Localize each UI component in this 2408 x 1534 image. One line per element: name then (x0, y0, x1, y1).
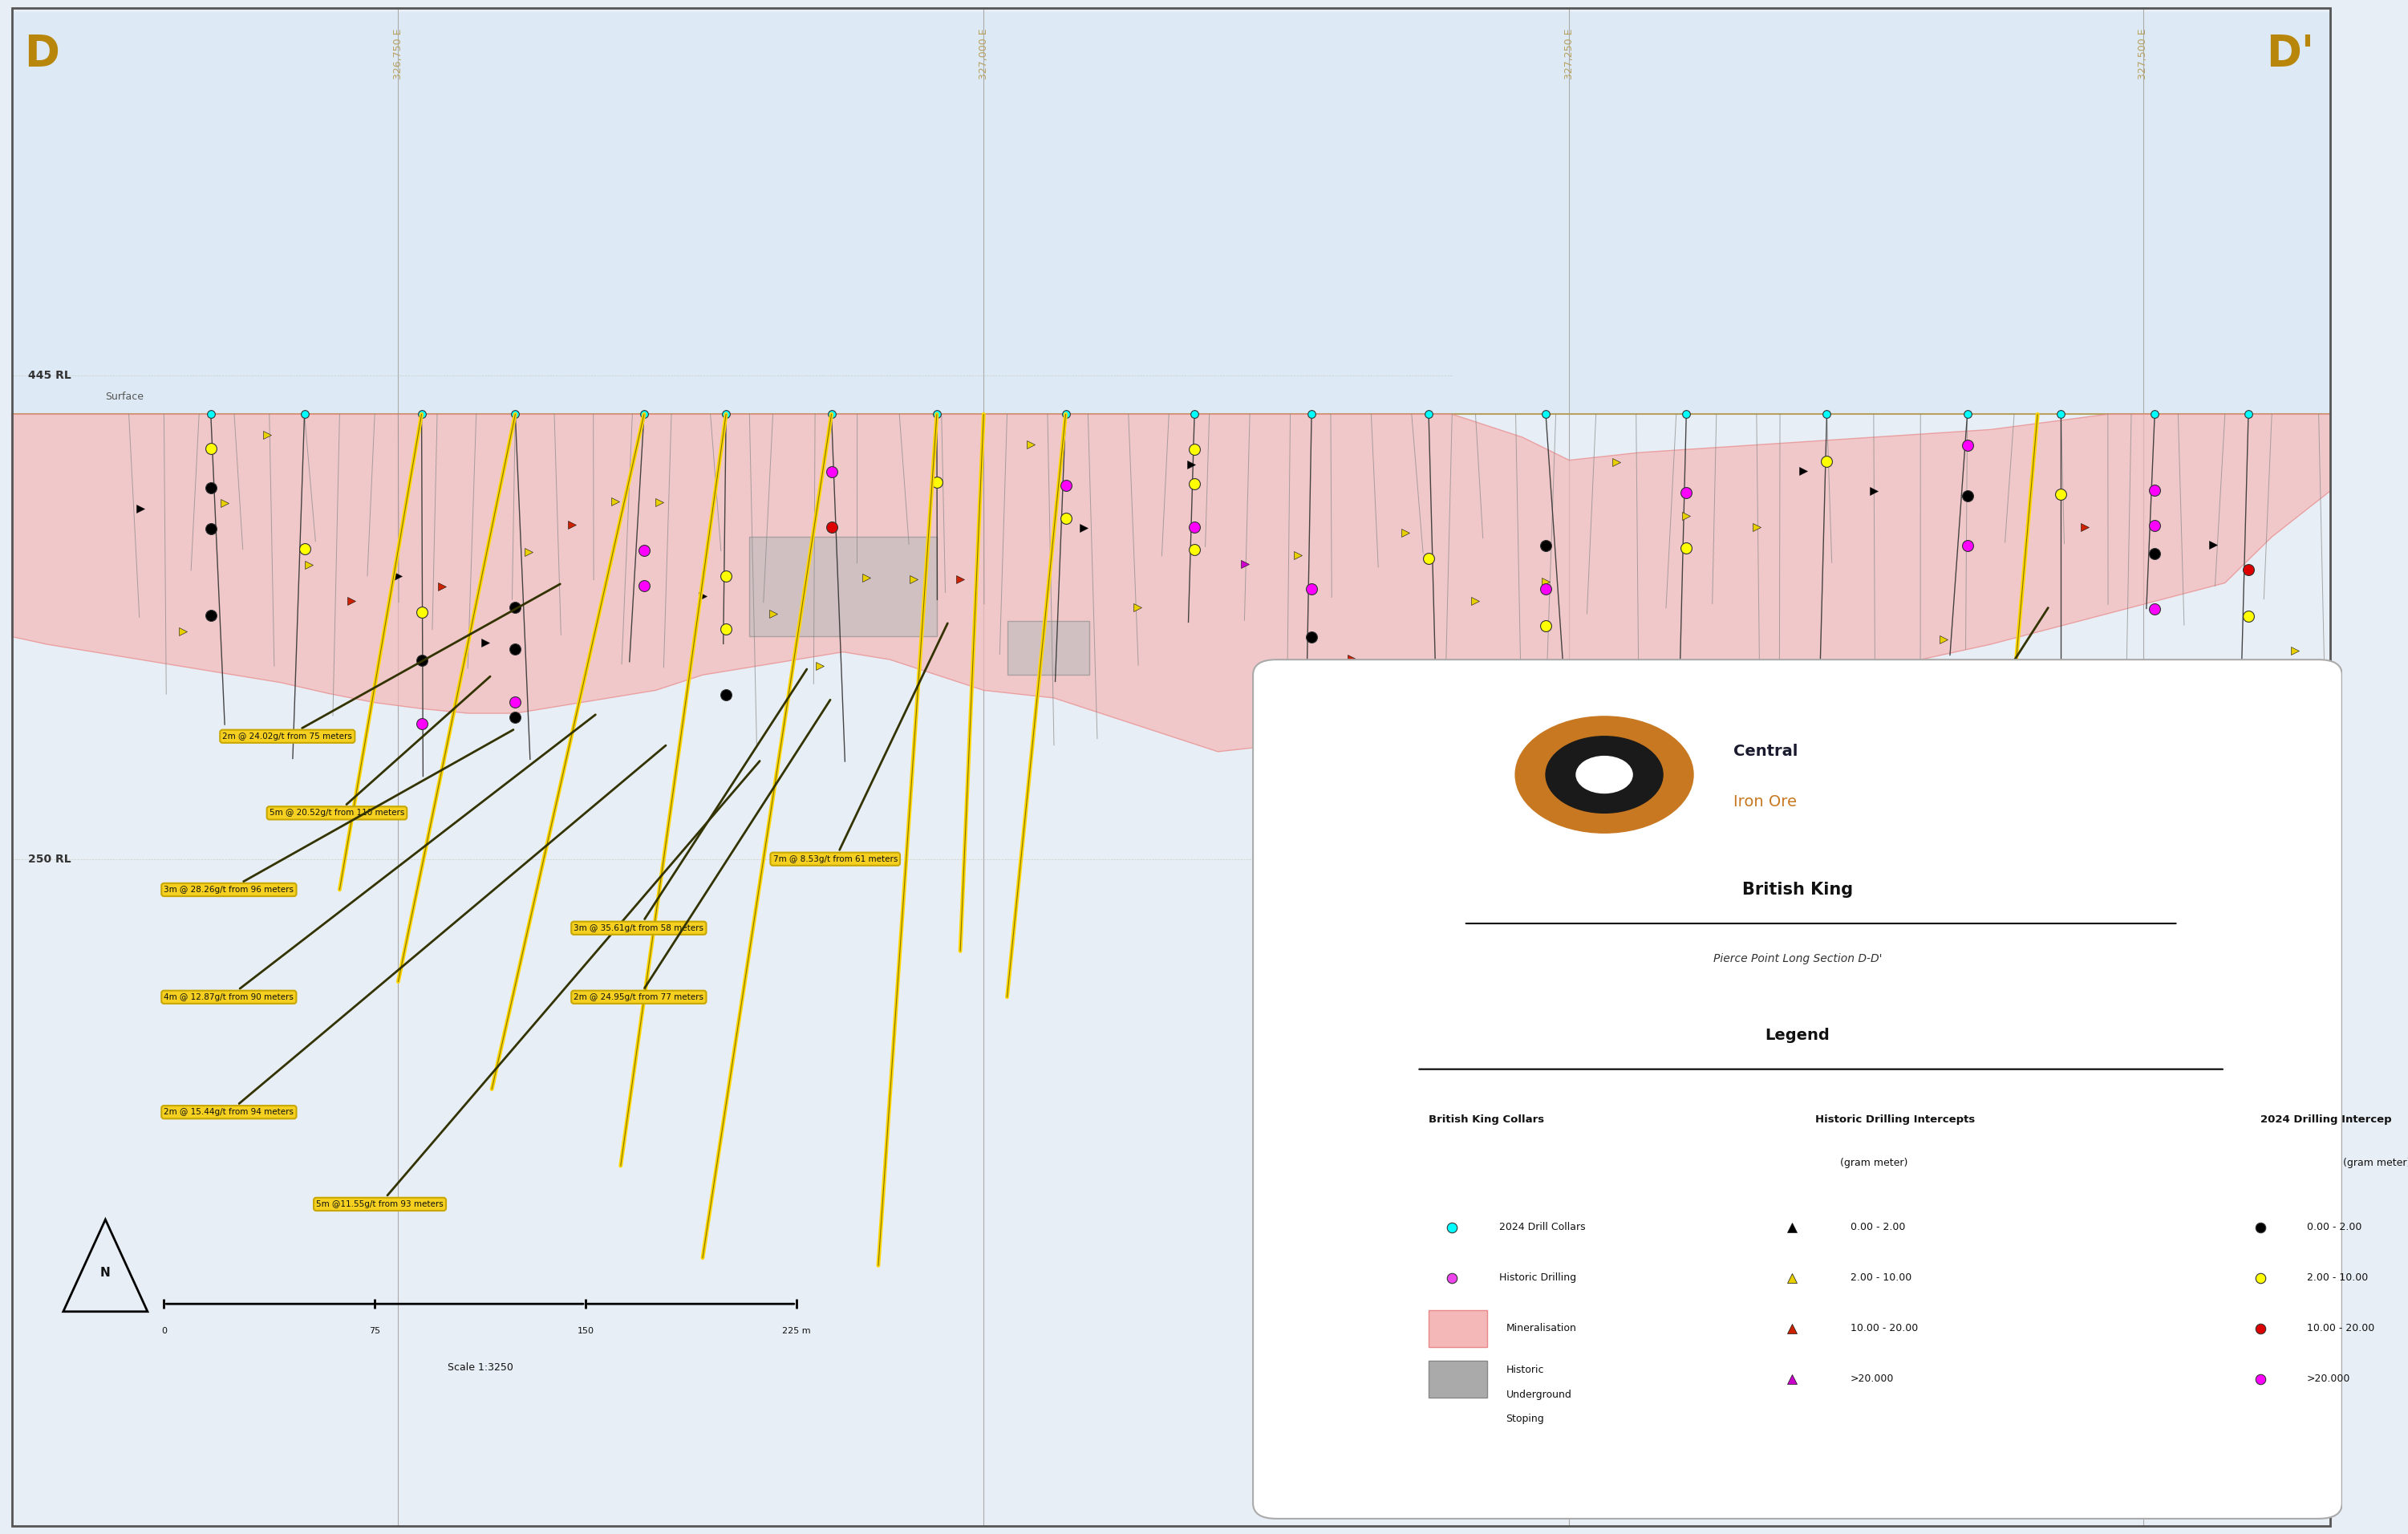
Text: 445 RL: 445 RL (29, 370, 72, 382)
Text: Surface: Surface (106, 391, 144, 402)
Polygon shape (12, 414, 2331, 752)
Text: 327,250 E: 327,250 E (1563, 28, 1575, 80)
Text: Historic Drilling Intercepts: Historic Drilling Intercepts (1816, 1115, 1975, 1124)
Text: 75: 75 (368, 1327, 380, 1335)
Text: 10.00 - 20.00: 10.00 - 20.00 (2307, 1324, 2374, 1333)
Text: 2.00 - 10.00: 2.00 - 10.00 (1849, 1273, 1912, 1282)
Text: 0.00 - 2.00: 0.00 - 2.00 (1849, 1223, 1905, 1232)
Text: 0.00 - 2.00: 0.00 - 2.00 (2307, 1223, 2362, 1232)
Text: 326,750 E: 326,750 E (393, 28, 405, 80)
Text: 5m @ 20.52g/t from 110 meters: 5m @ 20.52g/t from 110 meters (270, 676, 491, 818)
Text: Underground: Underground (1505, 1390, 1572, 1399)
Text: 250 RL: 250 RL (29, 853, 72, 865)
Bar (749, 537, 937, 637)
Text: 3m @ 28.26g/t from 96 meters: 3m @ 28.26g/t from 96 meters (164, 730, 513, 894)
Circle shape (1546, 736, 1664, 813)
Bar (1428, 1361, 1488, 1397)
Text: 225 m: 225 m (783, 1327, 811, 1335)
Text: D': D' (2266, 32, 2314, 75)
Text: 2m @ 24.95g/t from 77 meters: 2m @ 24.95g/t from 77 meters (573, 700, 831, 1002)
Text: Historic Drilling: Historic Drilling (1498, 1273, 1575, 1282)
Text: 2024 Drilling Intercep: 2024 Drilling Intercep (2261, 1115, 2391, 1124)
Text: Central: Central (1734, 744, 1799, 759)
Text: Legend: Legend (1765, 1028, 1830, 1043)
Text: N: N (101, 1267, 111, 1279)
Bar (1007, 621, 1088, 675)
Circle shape (1515, 716, 1693, 833)
Text: >20.000: >20.000 (1849, 1374, 1893, 1384)
Text: 2m @ 24.02g/t from 75 meters: 2m @ 24.02g/t from 75 meters (222, 584, 561, 741)
Text: 2.00 - 10.00: 2.00 - 10.00 (2307, 1273, 2367, 1282)
Text: Stoping: Stoping (1505, 1414, 1544, 1424)
Text: 2m @ 15.44g/t from 94 meters: 2m @ 15.44g/t from 94 meters (164, 746, 665, 1117)
Text: (gram meter): (gram meter) (2343, 1158, 2408, 1167)
Text: 2024 Drill Collars: 2024 Drill Collars (1498, 1223, 1584, 1232)
Text: Scale 1:3250: Scale 1:3250 (448, 1362, 513, 1373)
Text: 150: 150 (578, 1327, 595, 1335)
Bar (1428, 1310, 1488, 1347)
Text: 327,500 E: 327,500 E (2138, 28, 2148, 80)
Circle shape (1577, 756, 1633, 793)
Text: 4m @ 12.87g/t from 90 meters: 4m @ 12.87g/t from 90 meters (164, 715, 595, 1002)
Text: 3m @ 35.61g/t from 58 meters: 3m @ 35.61g/t from 58 meters (573, 669, 807, 933)
Text: 0: 0 (161, 1327, 166, 1335)
Text: 327,000 E: 327,000 E (978, 28, 990, 80)
Bar (12, 12, 2331, 414)
Text: 10.00 - 20.00: 10.00 - 20.00 (1849, 1324, 1917, 1333)
Text: (gram meter): (gram meter) (1840, 1158, 1907, 1167)
Text: Iron Ore: Iron Ore (1734, 795, 1796, 810)
Text: Mineralisation: Mineralisation (1505, 1324, 1577, 1333)
Text: 7m @ 8.53g/t from 61 meters: 7m @ 8.53g/t from 61 meters (773, 623, 949, 864)
Text: >20.000: >20.000 (2307, 1374, 2350, 1384)
Text: D: D (24, 32, 60, 75)
Text: British King: British King (1741, 882, 1852, 897)
Text: 1m @ 53.3g/t from 59 meters: 1m @ 53.3g/t from 59 meters (1746, 607, 2049, 986)
Text: Pierce Point Long Section D-D': Pierce Point Long Section D-D' (1712, 953, 1883, 965)
Text: Historic: Historic (1505, 1365, 1544, 1374)
FancyBboxPatch shape (1252, 660, 2343, 1519)
Text: 5m @11.55g/t from 93 meters: 5m @11.55g/t from 93 meters (315, 761, 759, 1209)
Text: British King Collars: British King Collars (1428, 1115, 1544, 1124)
